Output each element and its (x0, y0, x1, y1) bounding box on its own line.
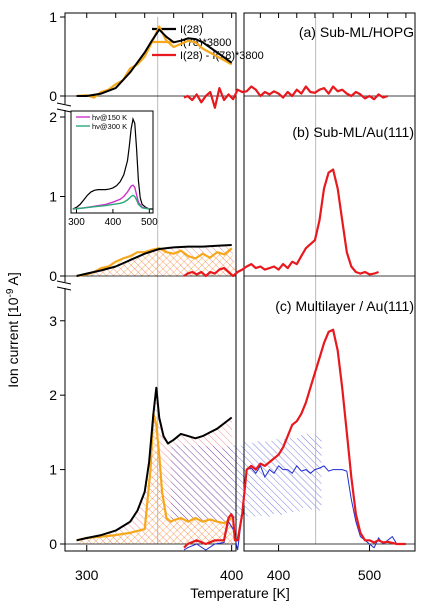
y-tick-label-c-1: 1 (49, 462, 57, 478)
y-tick-label-b-2: 2 (49, 109, 57, 125)
inset-layer: 300 400 500 hν@150 Khν@300 K (68, 110, 158, 228)
inset-series-line-0 (72, 116, 153, 210)
series-line-i28-c (76, 386, 233, 542)
inset-legend-label-1: hν@300 K (92, 122, 127, 131)
right-axes-frame (243, 12, 416, 552)
y-tick-label-b-0: 0 (49, 268, 57, 284)
y-tick-label-a-1: 1 (49, 9, 57, 25)
separator-ab-mark-a (56, 102, 72, 107)
lines-layer (76, 25, 406, 551)
x-tick-label-right-500: 500 (358, 567, 382, 583)
separator-bc-mark-a (56, 280, 72, 285)
series-line-diff-c (183, 328, 406, 549)
x-tick-label-right-400: 400 (267, 567, 291, 583)
y-tick-label-c-0: 0 (49, 536, 57, 552)
series-line-diff-a (183, 85, 389, 109)
shading-layer (76, 245, 322, 544)
inset-x-tick-label-400: 400 (105, 217, 122, 228)
series-line-i78-c (76, 412, 233, 542)
series-line-i78-b (76, 247, 233, 278)
separator-ab-mark-b (56, 108, 72, 113)
inset-series-line-1 (72, 184, 150, 210)
y-tick-label-a-0: 0 (49, 88, 57, 104)
inset-legend-label-0: hν@150 K (92, 113, 127, 122)
series-line-i28-a (76, 28, 233, 97)
series-line-diff-b (183, 168, 379, 278)
y-tick-label-c-3: 3 (49, 313, 57, 329)
legend-label-0: I(28) (180, 24, 203, 36)
y-tick-label-b-1: 1 (49, 189, 57, 205)
series-line-i28-b (76, 244, 232, 277)
x-axis-label: Temperature [K] (190, 585, 290, 601)
panel-title-b: (b) Sub-ML/Au(111) (292, 124, 414, 140)
inset-x-tick-label-300: 300 (68, 217, 85, 228)
x-tick-label-left-400: 400 (220, 567, 244, 583)
legend-label-1: I(78)*3800 (180, 37, 231, 49)
separator-bc-mask (55, 282, 75, 288)
y-tick-label-c-2: 2 (49, 387, 57, 403)
panel-title-c: (c) Multilayer / Au(111) (275, 298, 414, 314)
inset-frame (70, 110, 154, 214)
separator-ab-mask (55, 104, 75, 110)
inset-x-tick-label-500: 500 (141, 217, 158, 228)
shade-red-b (76, 245, 236, 276)
x-tick-label-left-300: 300 (75, 567, 99, 583)
y-axis-label: Ion current [10-9 A] (5, 272, 21, 388)
separator-bc-mark-b (56, 286, 72, 291)
panel-title-a: (a) Sub-ML/HOPG (299, 24, 414, 40)
inset-series-line-2 (72, 194, 150, 210)
